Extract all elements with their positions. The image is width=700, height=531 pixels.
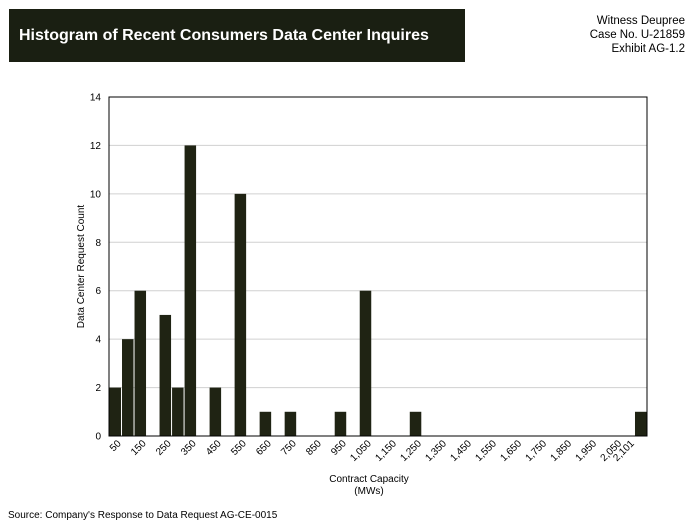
histogram-bar — [634, 411, 647, 436]
x-tick-label: 1,350 — [423, 438, 449, 464]
x-axis-label: Contract Capacity — [329, 474, 408, 485]
x-tick-label: 950 — [329, 438, 349, 458]
histogram-bar — [359, 290, 372, 436]
plot-area-frame — [108, 96, 648, 437]
y-tick-label: 10 — [90, 189, 102, 200]
histogram-bar — [334, 411, 347, 436]
histogram-bar — [409, 411, 422, 436]
x-tick-label: 550 — [229, 438, 249, 458]
histogram-chart: 0 2 4 6 8 10 12 14 50 150 250 350 450 550 650 750 850 95… — [76, 93, 648, 497]
y-tick-label: 12 — [90, 141, 102, 152]
histogram-bar — [172, 387, 184, 436]
exhibit-label: Witness Deupree Case No. U-21859 Exhibit… — [590, 14, 685, 56]
exhibit-number: Exhibit AG-1.2 — [611, 43, 685, 55]
source-note: Source: Company's Response to Data Reque… — [8, 510, 278, 521]
x-tick-label: 1,450 — [448, 438, 474, 464]
histogram-bar — [134, 290, 147, 436]
histogram-bar — [284, 411, 297, 436]
histogram-bar — [184, 145, 197, 436]
y-axis-ticks: 0 2 4 6 8 10 12 14 — [90, 93, 102, 443]
x-tick-label: 1,150 — [373, 438, 399, 464]
y-tick-label: 4 — [95, 335, 101, 346]
x-tick-label: 150 — [129, 438, 149, 458]
x-axis-ticks: 50 150 250 350 450 550 650 750 850 950 1,050 1,150 1… — [108, 438, 637, 464]
x-tick-label: 1,550 — [474, 438, 500, 464]
x-tick-label: 450 — [204, 438, 224, 458]
histogram-bar — [234, 193, 247, 436]
case-number: Case No. U-21859 — [589, 29, 685, 41]
x-tick-label: 1,750 — [524, 438, 550, 464]
x-tick-label: 50 — [108, 438, 124, 454]
x-tick-label: 350 — [179, 438, 199, 458]
y-tick-label: 6 — [95, 286, 101, 297]
x-tick-label: 1,850 — [549, 438, 575, 464]
x-tick-label: 650 — [254, 438, 274, 458]
y-axis-label: Data Center Request Count — [76, 205, 87, 329]
histogram-bar — [109, 387, 122, 436]
chart-title-banner: Histogram of Recent Consumers Data Cente… — [9, 9, 465, 62]
x-tick-label: 1,950 — [574, 438, 600, 464]
chart-title: Histogram of Recent Consumers Data Cente… — [19, 26, 429, 44]
witness-name: Witness Deupree — [596, 15, 685, 27]
x-axis-unit-label: (MWs) — [354, 486, 383, 497]
histogram-bar — [159, 314, 172, 436]
histogram-bar — [259, 411, 272, 436]
x-tick-label: 1,250 — [398, 438, 424, 464]
x-tick-label: 750 — [279, 438, 299, 458]
y-tick-label: 8 — [95, 238, 101, 249]
y-tick-label: 2 — [95, 383, 101, 394]
x-tick-label: 1,050 — [348, 438, 374, 464]
bars — [109, 145, 647, 436]
x-tick-label: 250 — [154, 438, 174, 458]
y-tick-label: 14 — [90, 93, 102, 104]
x-tick-label: 1,650 — [499, 438, 525, 464]
histogram-bar — [209, 387, 222, 436]
y-tick-label: 0 — [95, 432, 101, 443]
histogram-bar — [122, 339, 134, 436]
x-tick-label: 850 — [304, 438, 324, 458]
